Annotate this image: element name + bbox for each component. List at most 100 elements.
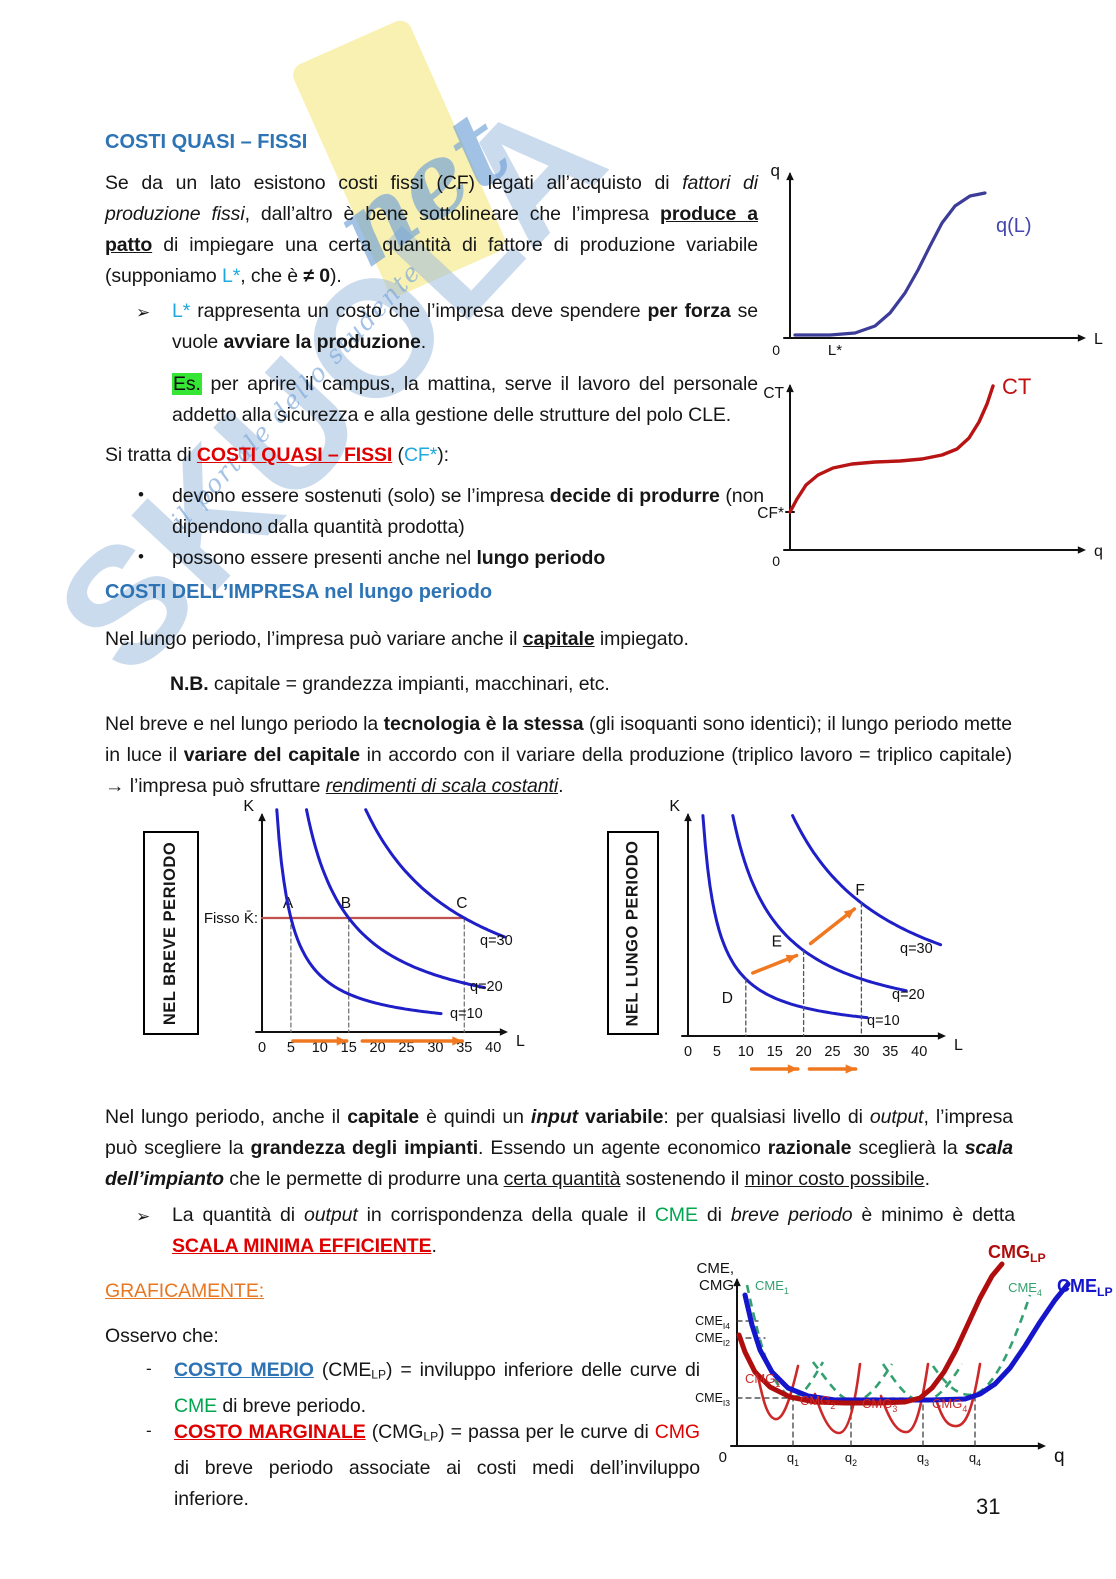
chart-isoquants-lungo: K L 0 5 10 15 20 25 30 35 40 q=30 q=20 q=10 D E F — [669, 798, 963, 1074]
svg-text:25: 25 — [398, 1040, 414, 1056]
svg-text:q=20: q=20 — [470, 979, 503, 995]
svg-text:15: 15 — [767, 1044, 783, 1060]
label-cme4: CME4 — [1008, 1280, 1042, 1298]
isoquant-q=20 — [731, 814, 908, 993]
dash-marker-2: - — [146, 1421, 152, 1440]
list-item-lungo-periodo: possono essere presenti anche nel lungo … — [172, 547, 606, 569]
svg-text:CMEI4: CMEI4 — [695, 1314, 730, 1331]
svg-text:CF*: CF* — [757, 505, 784, 522]
svg-text:20: 20 — [796, 1044, 812, 1060]
label-cme-lp: CMELP — [1057, 1276, 1113, 1299]
dash-item-costo-medio: COSTO MEDIO (CMELP) = inviluppo inferior… — [174, 1359, 700, 1417]
svg-text:0: 0 — [719, 1449, 727, 1466]
svg-text:CMG: CMG — [699, 1277, 734, 1294]
svg-text:q=30: q=30 — [900, 941, 933, 957]
svg-text:q3: q3 — [917, 1450, 929, 1468]
paragraph-input-variabile: Nel lungo periodo, anche il capitale è q… — [105, 1106, 1013, 1190]
svg-text:L: L — [1094, 331, 1103, 348]
svg-text:CT: CT — [763, 385, 784, 402]
paragraph-costi-fissi: Se da un lato esistono costi fissi (CF) … — [105, 172, 758, 287]
isoquant-q=30 — [791, 814, 943, 947]
svg-text:CMEI3: CMEI3 — [695, 1391, 730, 1408]
page-number: 31 — [976, 1494, 1001, 1519]
list-item-decide-di-produrre: devono essere sostenuti (solo) se l’impr… — [172, 485, 764, 538]
bullet-arrow-marker-2: ➢ — [136, 1207, 151, 1226]
svg-text:0: 0 — [772, 342, 780, 358]
paragraph-si-tratta: Si tratta di COSTI QUASI – FISSI (CF*): — [105, 444, 449, 466]
svg-text:q=30: q=30 — [480, 933, 513, 949]
svg-text:10: 10 — [738, 1044, 754, 1060]
chart-total-cost: CT q 0 CF* CT — [757, 374, 1103, 569]
svg-text:CMEI2: CMEI2 — [695, 1331, 730, 1348]
section-title-costi-impresa: COSTI DELL’IMPRESA nel lungo periodo — [105, 581, 493, 603]
svg-text:40: 40 — [485, 1040, 501, 1056]
bullet-l-star: L* rappresenta un costo che l’impresa de… — [172, 300, 758, 353]
chart-production-function: q L 0 L* q(L) — [771, 161, 1103, 359]
isoquant-q=20 — [305, 808, 486, 990]
svg-text:q: q — [1054, 1446, 1065, 1467]
svg-text:q=10: q=10 — [450, 1006, 483, 1022]
svg-text:0: 0 — [772, 553, 780, 569]
svg-text:L*: L* — [828, 342, 842, 359]
point-F: F — [855, 882, 864, 899]
curve-cmg-lp — [736, 1261, 1005, 1406]
point-D: D — [722, 990, 733, 1007]
section-title-costi-quasi-fissi: COSTI QUASI – FISSI — [105, 131, 308, 153]
box-label-breve-periodo: NEL BREVE PERIODO — [143, 831, 199, 1035]
label-CT: CT — [1002, 374, 1031, 399]
svg-text:q=10: q=10 — [867, 1013, 900, 1029]
curve-cme-lp — [742, 1281, 1071, 1403]
svg-text:L: L — [516, 1033, 525, 1050]
paragraph-nb: N.B. capitale = grandezza impianti, macc… — [170, 673, 610, 695]
svg-text:q: q — [771, 161, 780, 180]
svg-text:35: 35 — [456, 1040, 472, 1056]
dash-item-costo-marginale: COSTO MARGINALE (CMGLP) = passa per le c… — [174, 1421, 700, 1510]
label-graficamente: GRAFICAMENTE: — [105, 1280, 265, 1302]
isoquant-q=10 — [275, 808, 443, 1016]
svg-text:L: L — [954, 1037, 963, 1054]
curve-CT — [788, 384, 995, 514]
svg-text:20: 20 — [370, 1040, 386, 1056]
svg-text:CME,: CME, — [697, 1260, 735, 1277]
curve-qL — [793, 191, 987, 337]
svg-text:q1: q1 — [787, 1450, 799, 1468]
svg-text:q2: q2 — [845, 1450, 857, 1468]
point-C: C — [456, 895, 467, 912]
list-dot-marker-2: • — [138, 547, 144, 566]
svg-text:q=20: q=20 — [892, 987, 925, 1003]
bullet-scala-minima: La quantità di output in corrispondenza … — [172, 1204, 1015, 1257]
svg-text:35: 35 — [882, 1044, 898, 1060]
point-E: E — [772, 934, 782, 951]
label-cme1: CME1 — [755, 1278, 789, 1296]
paragraph-esempio: Es. per aprire il campus, la mattina, se… — [172, 373, 758, 426]
list-dot-marker-1: • — [138, 485, 144, 504]
label-qL: q(L) — [996, 215, 1032, 237]
dash-marker-1: - — [146, 1359, 152, 1378]
svg-text:K: K — [669, 798, 680, 815]
label-cmg4: CMG4 — [932, 1396, 967, 1414]
bullet-arrow-marker: ➢ — [136, 303, 151, 322]
svg-text:15: 15 — [341, 1040, 357, 1056]
svg-text:q: q — [1094, 543, 1103, 560]
curve-cme-sr-4 — [931, 1294, 1032, 1397]
svg-text:30: 30 — [427, 1040, 443, 1056]
paragraph-capitale: Nel lungo periodo, l’impresa può variare… — [105, 628, 689, 650]
svg-text:25: 25 — [824, 1044, 840, 1060]
box-label-lungo-periodo: NEL LUNGO PERIODO — [607, 831, 659, 1035]
svg-text:q4: q4 — [969, 1450, 981, 1468]
svg-text:30: 30 — [853, 1044, 869, 1060]
svg-text:40: 40 — [911, 1044, 927, 1060]
svg-text:5: 5 — [713, 1044, 721, 1060]
curve-cme-sr-3 — [881, 1363, 964, 1403]
svg-text:K: K — [243, 798, 254, 815]
point-B: B — [341, 895, 351, 912]
isoquant-q=10 — [701, 814, 869, 1020]
svg-text:5: 5 — [287, 1040, 295, 1056]
label-cmg2: CMG2 — [800, 1393, 835, 1411]
svg-text:0: 0 — [258, 1040, 266, 1056]
label-cmg3: CMG3 — [862, 1396, 897, 1414]
svg-text:10: 10 — [312, 1040, 328, 1056]
isoquant-q=30 — [364, 808, 506, 939]
